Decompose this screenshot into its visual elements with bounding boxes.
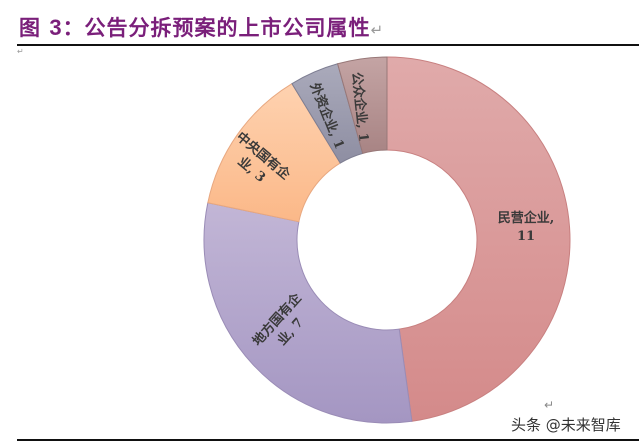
data-label-0: 民营企业, 11	[498, 210, 555, 244]
figure-title: 图 3：公告分拆预案的上市公司属性↵	[19, 12, 384, 42]
top-rule	[17, 44, 639, 46]
watermark: 头条 @未来智库	[511, 416, 621, 434]
data-label-4: 公众企业, 1	[348, 71, 371, 142]
return-mark-icon: ↵	[544, 398, 555, 412]
paragraph-mark-icon: ↵	[17, 47, 24, 56]
donut-slice-0	[386, 56, 571, 422]
figure-number: 3	[49, 15, 63, 40]
paragraph-mark-icon: ↵	[370, 21, 385, 39]
figure-prefix: 图	[19, 16, 50, 40]
figure-title-text: ：公告分拆预案的上市公司属性	[62, 16, 371, 40]
bottom-rule	[17, 439, 639, 441]
donut-slice-1	[203, 202, 413, 424]
donut-slice-4	[337, 56, 388, 154]
